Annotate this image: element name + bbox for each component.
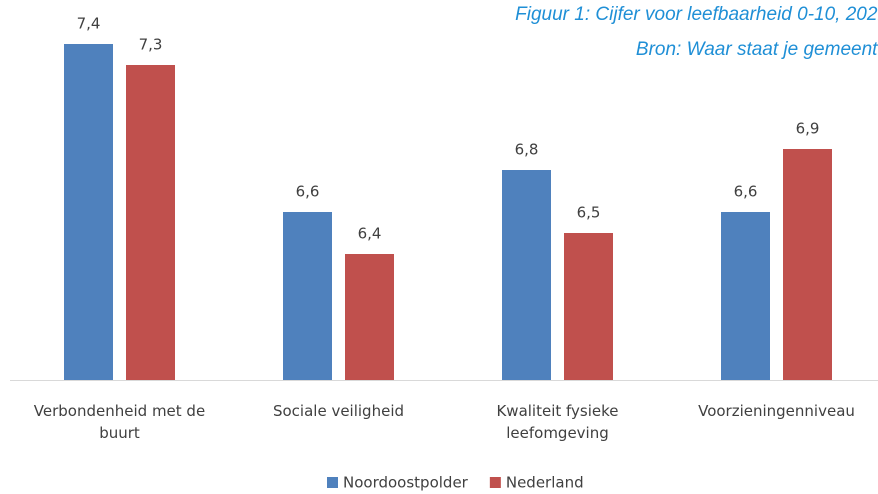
value-label: 6,6 (296, 183, 320, 201)
value-label: 6,8 (515, 141, 539, 159)
bar (502, 170, 551, 380)
x-tick-label: Kwaliteit fysieke leefomgeving (496, 402, 619, 442)
bar (64, 44, 113, 380)
bar (564, 233, 613, 380)
bar (126, 65, 175, 380)
value-label: 7,4 (77, 15, 101, 33)
x-tick-label: Voorzieningenniveau (698, 402, 855, 420)
legend-label: Nederland (506, 474, 584, 492)
x-tick-label: Verbondenheid met de buurt (33, 402, 206, 442)
value-label: 7,3 (139, 36, 163, 54)
value-label: 6,9 (796, 120, 820, 138)
bar (783, 149, 832, 380)
value-label: 6,5 (577, 204, 601, 222)
bar (283, 212, 332, 380)
bar (345, 254, 394, 380)
value-label: 6,4 (358, 225, 382, 243)
chart-title: Figuur 1: Cijfer voor leefbaarheid 0-10,… (515, 4, 878, 25)
x-tick-label: Sociale veiligheid (272, 402, 405, 420)
legend-swatch (327, 477, 338, 488)
chart-subtitle: Bron: Waar staat je gemeente (636, 39, 878, 60)
value-label: 6,6 (734, 183, 758, 201)
bar (721, 212, 770, 380)
legend-swatch (489, 477, 501, 488)
legend-label: Noordoostpolder (343, 474, 469, 492)
